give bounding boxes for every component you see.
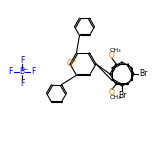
Text: Br: Br [118, 90, 126, 100]
Text: −: − [22, 67, 28, 71]
Text: +: + [71, 59, 76, 64]
Text: CH₃: CH₃ [109, 48, 121, 53]
Text: F: F [20, 56, 24, 65]
Text: O: O [109, 88, 115, 97]
Text: F: F [20, 79, 24, 88]
Text: CH₃: CH₃ [109, 95, 121, 100]
Text: Br: Br [139, 69, 147, 78]
Text: O: O [67, 59, 73, 69]
Text: F: F [31, 67, 36, 76]
Text: F: F [8, 67, 13, 76]
Text: O: O [109, 51, 115, 60]
Text: B: B [19, 67, 25, 76]
